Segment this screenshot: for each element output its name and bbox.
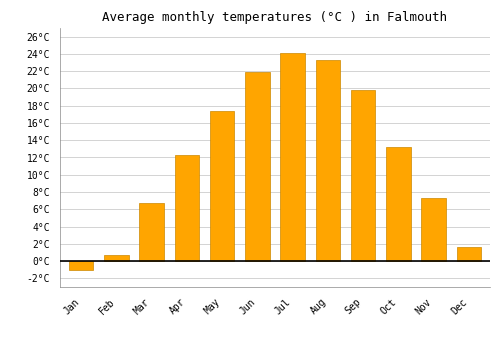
Title: Average monthly temperatures (°C ) in Falmouth: Average monthly temperatures (°C ) in Fa… (102, 11, 448, 24)
Bar (104, 255, 128, 261)
Bar (140, 203, 164, 261)
Bar (422, 198, 446, 261)
Bar (316, 60, 340, 261)
Bar (280, 53, 305, 261)
Bar (351, 90, 376, 261)
Bar (245, 72, 270, 261)
Bar (386, 147, 410, 261)
Bar (174, 155, 199, 261)
Bar (456, 247, 481, 261)
Bar (69, 261, 94, 270)
Bar (210, 111, 234, 261)
